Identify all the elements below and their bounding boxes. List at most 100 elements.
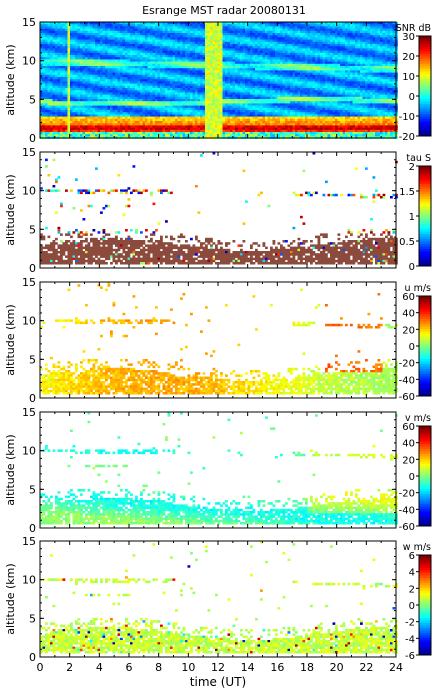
echo-cell xyxy=(135,57,138,60)
echo-cell xyxy=(77,112,81,115)
echo-cell xyxy=(185,50,188,54)
echo-cell xyxy=(95,121,98,124)
echo-cell xyxy=(45,24,48,27)
echo-cell xyxy=(210,77,213,80)
echo-cell xyxy=(152,74,156,78)
echo-cell xyxy=(52,88,56,91)
echo-cell xyxy=(85,96,88,100)
echo-cell xyxy=(202,28,206,32)
echo-cell xyxy=(70,121,73,124)
echo-cell xyxy=(117,48,121,51)
echo-cell xyxy=(175,37,178,40)
echo-cell xyxy=(237,129,241,133)
echo-cell xyxy=(250,129,253,133)
echo-cell xyxy=(52,127,56,131)
echo-cell xyxy=(262,88,266,91)
echo-cell xyxy=(87,99,91,102)
echo-cell xyxy=(197,101,201,104)
echo-cell xyxy=(90,63,93,67)
echo-cell xyxy=(115,37,118,40)
echo-cell xyxy=(215,26,218,29)
echo-cell xyxy=(42,52,46,56)
echo-cell xyxy=(200,101,203,104)
echo-cell xyxy=(107,83,111,87)
echo-cell xyxy=(47,26,51,29)
echo-cell xyxy=(175,110,178,113)
echo-cell xyxy=(217,99,221,102)
echo-cell xyxy=(202,101,206,104)
echo-cell xyxy=(205,103,208,106)
echo-cell xyxy=(215,63,218,67)
echo-cell xyxy=(210,63,213,67)
echo-cell xyxy=(167,118,171,122)
echo-cell xyxy=(172,79,176,82)
echo-cell xyxy=(190,68,193,71)
echo-cell xyxy=(190,107,193,111)
echo-cell xyxy=(192,90,196,93)
echo-cell xyxy=(160,50,163,54)
echo-cell xyxy=(95,44,98,47)
echo-cell xyxy=(125,33,128,36)
echo-cell xyxy=(125,114,128,117)
echo-cell xyxy=(212,121,216,124)
echo-cell xyxy=(187,26,191,29)
echo-cell xyxy=(220,114,223,117)
echo-cell xyxy=(227,118,231,122)
echo-cell xyxy=(155,92,158,95)
echo-cell xyxy=(220,132,223,135)
echo-cell xyxy=(202,129,206,133)
echo-cell xyxy=(262,81,266,84)
echo-cell xyxy=(205,83,208,87)
echo-cell xyxy=(197,99,201,102)
echo-cell xyxy=(87,41,91,45)
echo-cell xyxy=(137,127,141,131)
echo-cell xyxy=(197,83,201,87)
echo-cell xyxy=(175,44,178,47)
echo-cell xyxy=(70,37,73,40)
echo-cell xyxy=(132,85,136,89)
echo-cell xyxy=(167,74,171,78)
echo-cell xyxy=(240,94,243,98)
echo-cell xyxy=(262,57,266,60)
echo-cell xyxy=(180,112,183,115)
echo-cell xyxy=(197,74,201,78)
echo-cell xyxy=(222,39,226,43)
echo-cell xyxy=(170,94,173,98)
echo-cell xyxy=(85,101,88,104)
echo-cell xyxy=(85,22,88,25)
echo-cell xyxy=(75,33,78,36)
echo-cell xyxy=(130,66,133,69)
echo-cell xyxy=(155,99,158,102)
echo-cell xyxy=(177,55,181,58)
echo-cell xyxy=(60,37,63,40)
echo-cell xyxy=(230,50,233,54)
echo-cell xyxy=(95,24,98,27)
echo-cell xyxy=(40,39,43,43)
echo-cell xyxy=(120,116,123,120)
echo-cell xyxy=(257,105,261,109)
echo-cell xyxy=(265,24,268,27)
echo-cell xyxy=(195,81,198,84)
echo-cell xyxy=(182,96,186,100)
echo-cell xyxy=(267,37,271,40)
echo-cell xyxy=(190,96,193,100)
echo-cell xyxy=(157,121,161,124)
echo-cell xyxy=(110,105,113,109)
echo-cell xyxy=(217,105,221,109)
echo-cell xyxy=(162,103,166,106)
echo-cell xyxy=(237,39,241,43)
echo-cell xyxy=(95,85,98,89)
echo-cell xyxy=(210,44,213,47)
echo-cell xyxy=(207,66,211,69)
echo-cell xyxy=(57,55,61,58)
echo-cell xyxy=(200,134,203,137)
echo-cell xyxy=(255,94,258,98)
echo-cell xyxy=(90,121,93,124)
echo-cell xyxy=(207,30,211,34)
echo-cell xyxy=(105,70,108,73)
echo-cell xyxy=(127,127,131,131)
echo-cell xyxy=(92,46,96,49)
echo-cell xyxy=(237,68,241,71)
echo-cell xyxy=(60,129,63,133)
echo-cell xyxy=(200,125,203,128)
